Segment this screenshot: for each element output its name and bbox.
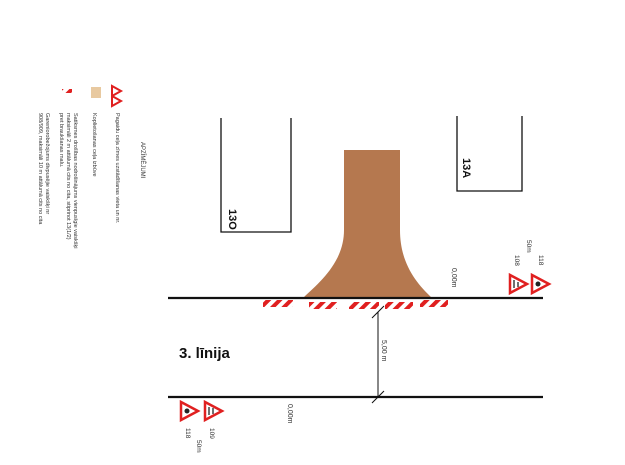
warning-sign-118-icon: [179, 399, 201, 423]
legend-item-barrier-2-line-1: Gareniorobežojums divpusējie vaiskšķi nr: [44, 113, 50, 214]
signs-bottom: 118 109 50m: [179, 399, 225, 453]
road-width-dimension: 5,00 m: [371, 305, 387, 404]
legend-item-barrier-2: Gareniorobežojums divpusējie vaiskšķi nr…: [37, 113, 50, 225]
sign-number-118-bottom: 118: [184, 428, 191, 439]
barrier-segment: [420, 300, 448, 307]
building-13a: 13A: [456, 116, 523, 192]
legend-item-barrier-1-line-3: pret braukšanas malu.: [58, 113, 64, 168]
building-13a-label: 13A: [460, 158, 472, 178]
road-width-label: 5,00 m: [380, 340, 387, 362]
legend-item-barrier-1-line-2: maksimāli 2 m attālumā cits no cita, sti…: [65, 113, 71, 240]
warning-sign-108-icon: [508, 272, 530, 296]
barrier-segment: [385, 302, 413, 309]
legend-item-barrier-1: Satiksmes drošības nodrošinājums vienpus…: [58, 89, 78, 248]
warning-sign-pair-icon: [111, 84, 124, 108]
sign-number-108: 108: [513, 255, 520, 266]
building-13o-label: 13O: [226, 209, 238, 230]
legend-item-barrier-1-line-1: Satiksmes drošības nodrošinājums vienpus…: [72, 113, 78, 248]
barrier-segment: [309, 302, 337, 309]
barrier-row: [263, 300, 448, 309]
legend-item-surface: Koplietošanas ceļa izbūve: [91, 87, 101, 177]
legend-item-sign-text: Pagaidu ceļa zīmes uzstādīšanas vieta un…: [114, 113, 120, 224]
signs-top: 108 118 50m: [508, 240, 552, 296]
legend-title: APZĪMĒJUMI: [139, 142, 146, 179]
driveway-surface: [303, 150, 432, 298]
sign-distance: 50m: [525, 240, 532, 253]
warning-sign-109-icon: [203, 399, 225, 423]
legend-item-surface-text: Koplietošanas ceļa izbūve: [91, 113, 97, 177]
legend-item-sign: Pagaidu ceļa zīmes uzstādīšanas vieta un…: [111, 84, 124, 224]
road-name: 3. līnija: [179, 345, 231, 362]
sign-distance-bottom: 50m: [195, 440, 202, 453]
asphalt-swatch-icon: [91, 87, 101, 98]
building-13o: 13O: [220, 118, 292, 233]
barrier-segment: [349, 302, 379, 309]
legend: APZĪMĒJUMI Pagaidu ceļa zīmes uzstādīšan…: [37, 84, 146, 248]
top-offset-label: 0,00m: [450, 268, 457, 288]
bottom-offset-label: 0,00m: [286, 404, 293, 424]
barrier-stripe-icon: [62, 89, 72, 93]
warning-sign-118-icon: [530, 272, 552, 296]
sign-number-118: 118: [537, 255, 544, 266]
barrier-segment: [263, 300, 293, 307]
sign-number-109-bottom: 109: [208, 428, 215, 439]
legend-item-barrier-2-line-2: 908/909, maksimāli 10 m attālumā cits no…: [37, 113, 43, 225]
